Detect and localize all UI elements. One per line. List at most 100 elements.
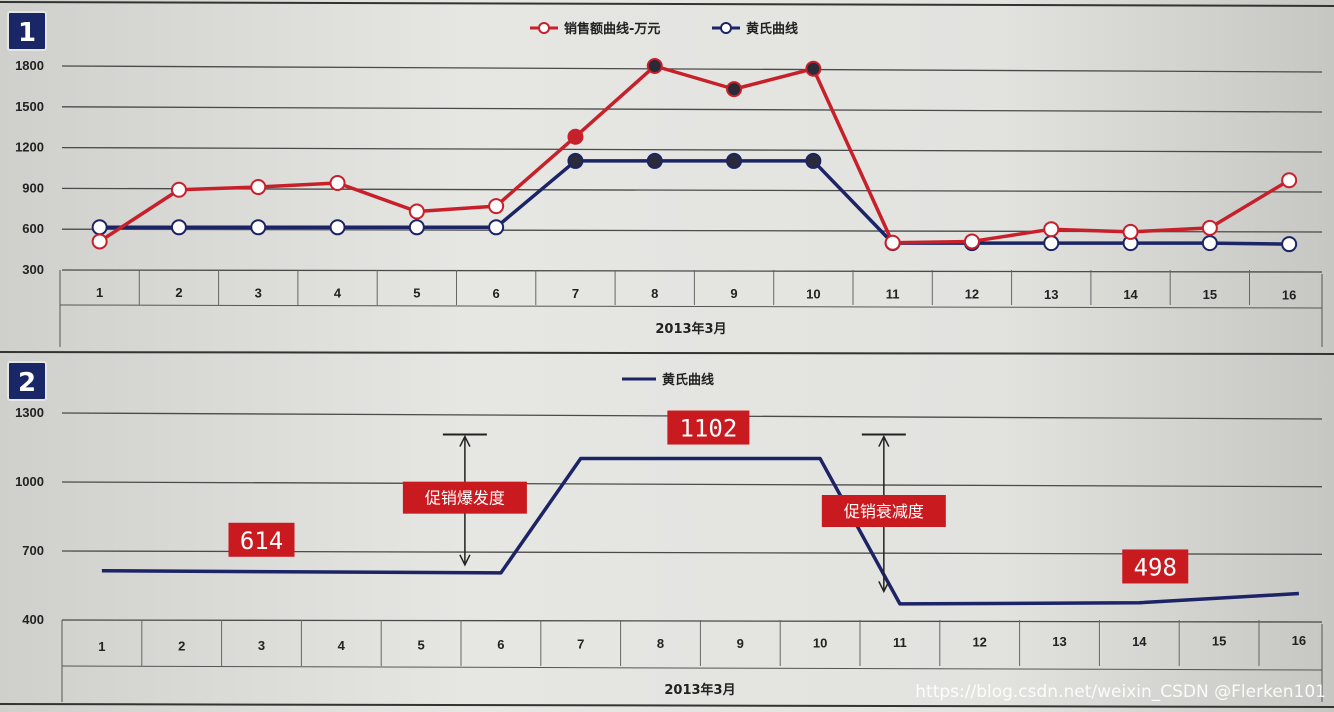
- data-point: [805, 60, 822, 77]
- x-tick-label: 2: [178, 639, 185, 654]
- x-tick-label: 13: [1044, 287, 1058, 302]
- panel-2-legend: 黄氏曲线: [622, 372, 714, 388]
- y-tick-label: 700: [22, 543, 44, 558]
- data-point: [408, 203, 425, 220]
- x-tick-label: 1: [98, 639, 105, 654]
- gridline: [61, 619, 1323, 623]
- panel-1-badge: 1: [7, 11, 47, 51]
- data-point: [567, 152, 584, 169]
- gridline: [61, 481, 1323, 488]
- value-label: 498: [1134, 553, 1177, 581]
- y-tick-label: 900: [22, 180, 44, 195]
- x-tick-label: 11: [893, 635, 907, 650]
- y-tick-label: 1300: [15, 405, 44, 420]
- data-point: [170, 219, 187, 236]
- annotation-box: [402, 481, 527, 514]
- arrow-head-down: [459, 554, 471, 567]
- x-tick-label: 15: [1203, 287, 1217, 302]
- panel-1-series: [91, 58, 1298, 253]
- data-point: [1201, 219, 1218, 236]
- panel-2-badge-label: 2: [18, 368, 36, 398]
- x-tick-label: 12: [965, 287, 979, 302]
- gridline: [61, 106, 1323, 113]
- data-point: [408, 219, 425, 236]
- x-tick-label: 10: [813, 635, 827, 650]
- value-label-box: [1122, 549, 1189, 584]
- x-tick-label: 15: [1212, 633, 1226, 648]
- x-tick-label: 3: [258, 638, 265, 653]
- x-tick-label: 12: [972, 635, 986, 650]
- x-tick-label: 16: [1282, 287, 1296, 302]
- panel-1-badge-label: 1: [18, 18, 36, 48]
- y-tick-label: 400: [22, 612, 44, 627]
- x-tick-label: 11: [886, 287, 900, 302]
- x-tick-label: 7: [572, 286, 579, 301]
- x-tick-label: 4: [338, 638, 346, 653]
- arrow-head-up: [459, 434, 471, 447]
- gridline: [61, 269, 1323, 273]
- y-tick-label: 1800: [15, 58, 44, 73]
- data-point: [726, 152, 743, 169]
- panel-1-legend: 销售额曲线-万元 黄氏曲线: [530, 21, 798, 37]
- legend-label: 黄氏曲线: [662, 372, 714, 388]
- data-point: [567, 128, 584, 145]
- data-point: [488, 198, 505, 215]
- annotation-label: 促销衰减度: [844, 502, 924, 521]
- value-label-box: [667, 410, 750, 445]
- value-label-box: [228, 522, 295, 557]
- x-tick-label: 10: [806, 286, 820, 301]
- x-tick-label: 8: [651, 286, 658, 301]
- x-tick-label: 5: [417, 637, 424, 652]
- gridline: [61, 187, 1323, 193]
- data-point: [91, 219, 108, 236]
- x-tick-label: 9: [730, 286, 737, 301]
- x-tick-label: 6: [497, 637, 504, 652]
- data-point: [1043, 235, 1060, 252]
- legend-swatch-marker: [538, 22, 550, 34]
- data-point: [884, 234, 901, 251]
- data-point: [329, 174, 346, 191]
- arrow-head-up: [878, 434, 890, 447]
- x-tick-label: 14: [1123, 287, 1138, 302]
- data-point: [488, 219, 505, 236]
- data-point: [805, 152, 822, 169]
- x-tick-label: 6: [493, 286, 500, 301]
- value-label: 614: [240, 527, 283, 555]
- series-line-sales: [98, 64, 1291, 245]
- panel-2-badge: 2: [7, 361, 47, 401]
- data-point: [250, 219, 267, 236]
- x-axis-title: 2013年3月: [655, 321, 726, 337]
- legend-label: 黄氏曲线: [746, 21, 798, 37]
- data-point: [726, 81, 743, 98]
- x-tick-label: 16: [1292, 633, 1306, 648]
- annotation-label: 促销爆发度: [425, 489, 505, 508]
- data-point: [1201, 235, 1218, 252]
- x-axis-title: 2013年3月: [664, 682, 735, 698]
- axis-category-bottom-line: [61, 665, 1323, 671]
- panel-1-grid: 300 600 900 1200 1500 1800: [15, 58, 1323, 277]
- value-label: 1102: [679, 415, 737, 443]
- x-tick-label: 8: [657, 636, 664, 651]
- panel-top-border: [0, 1, 1334, 7]
- legend-label: 销售额曲线-万元: [564, 21, 660, 37]
- annotation-box: [821, 495, 946, 527]
- data-point: [646, 152, 663, 169]
- x-tick-label: 9: [737, 636, 744, 651]
- series-line-huang: [101, 456, 1300, 606]
- panel-separator: [0, 351, 1334, 355]
- data-point: [170, 181, 187, 198]
- data-point: [91, 233, 108, 250]
- data-point: [1043, 221, 1060, 238]
- y-tick-label: 1000: [15, 474, 44, 489]
- x-tick-label: 7: [577, 637, 584, 652]
- data-point: [1122, 223, 1139, 240]
- watermark-text: https://blog.csdn.net/weixin_CSDN @Flerk…: [915, 682, 1326, 702]
- gridline: [61, 65, 1323, 73]
- data-point: [329, 219, 346, 236]
